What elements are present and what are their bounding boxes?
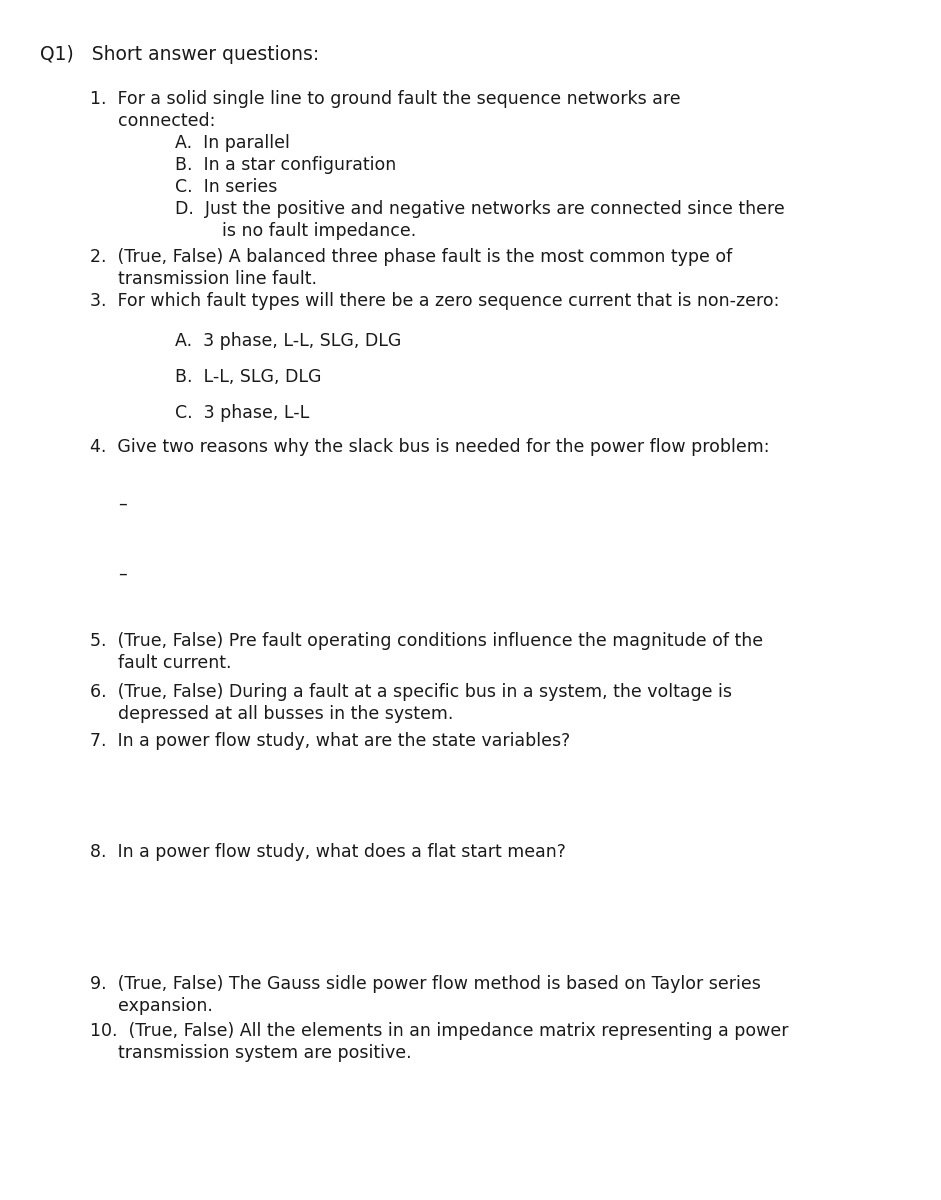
Text: Q1)   Short answer questions:: Q1) Short answer questions: [40, 44, 319, 64]
Text: C.  3 phase, L-L: C. 3 phase, L-L [175, 404, 310, 422]
Text: D.  Just the positive and negative networks are connected since there: D. Just the positive and negative networ… [175, 200, 785, 218]
Text: depressed at all busses in the system.: depressed at all busses in the system. [118, 704, 454, 722]
Text: expansion.: expansion. [118, 997, 213, 1015]
Text: A.  In parallel: A. In parallel [175, 134, 290, 152]
Text: –: – [118, 494, 127, 514]
Text: C.  In series: C. In series [175, 178, 278, 196]
Text: fault current.: fault current. [118, 654, 231, 672]
Text: 3.  For which fault types will there be a zero sequence current that is non-zero: 3. For which fault types will there be a… [90, 292, 779, 310]
Text: 5.  (True, False) Pre fault operating conditions influence the magnitude of the: 5. (True, False) Pre fault operating con… [90, 632, 763, 650]
Text: –: – [118, 565, 127, 583]
Text: 4.  Give two reasons why the slack bus is needed for the power flow problem:: 4. Give two reasons why the slack bus is… [90, 438, 770, 456]
Text: 2.  (True, False) A balanced three phase fault is the most common type of: 2. (True, False) A balanced three phase … [90, 248, 732, 266]
Text: 7.  In a power flow study, what are the state variables?: 7. In a power flow study, what are the s… [90, 732, 570, 750]
Text: transmission system are positive.: transmission system are positive. [118, 1044, 411, 1062]
Text: transmission line fault.: transmission line fault. [118, 270, 317, 288]
Text: 6.  (True, False) During a fault at a specific bus in a system, the voltage is: 6. (True, False) During a fault at a spe… [90, 683, 732, 701]
Text: 8.  In a power flow study, what does a flat start mean?: 8. In a power flow study, what does a fl… [90, 842, 566, 862]
Text: is no fault impedance.: is no fault impedance. [222, 222, 416, 240]
Text: B.  In a star configuration: B. In a star configuration [175, 156, 396, 174]
Text: 9.  (True, False) The Gauss sidle power flow method is based on Taylor series: 9. (True, False) The Gauss sidle power f… [90, 974, 761, 994]
Text: 1.  For a solid single line to ground fault the sequence networks are: 1. For a solid single line to ground fau… [90, 90, 680, 108]
Text: 10.  (True, False) All the elements in an impedance matrix representing a power: 10. (True, False) All the elements in an… [90, 1022, 789, 1040]
Text: B.  L-L, SLG, DLG: B. L-L, SLG, DLG [175, 368, 322, 386]
Text: A.  3 phase, L-L, SLG, DLG: A. 3 phase, L-L, SLG, DLG [175, 332, 402, 350]
Text: connected:: connected: [118, 112, 215, 130]
